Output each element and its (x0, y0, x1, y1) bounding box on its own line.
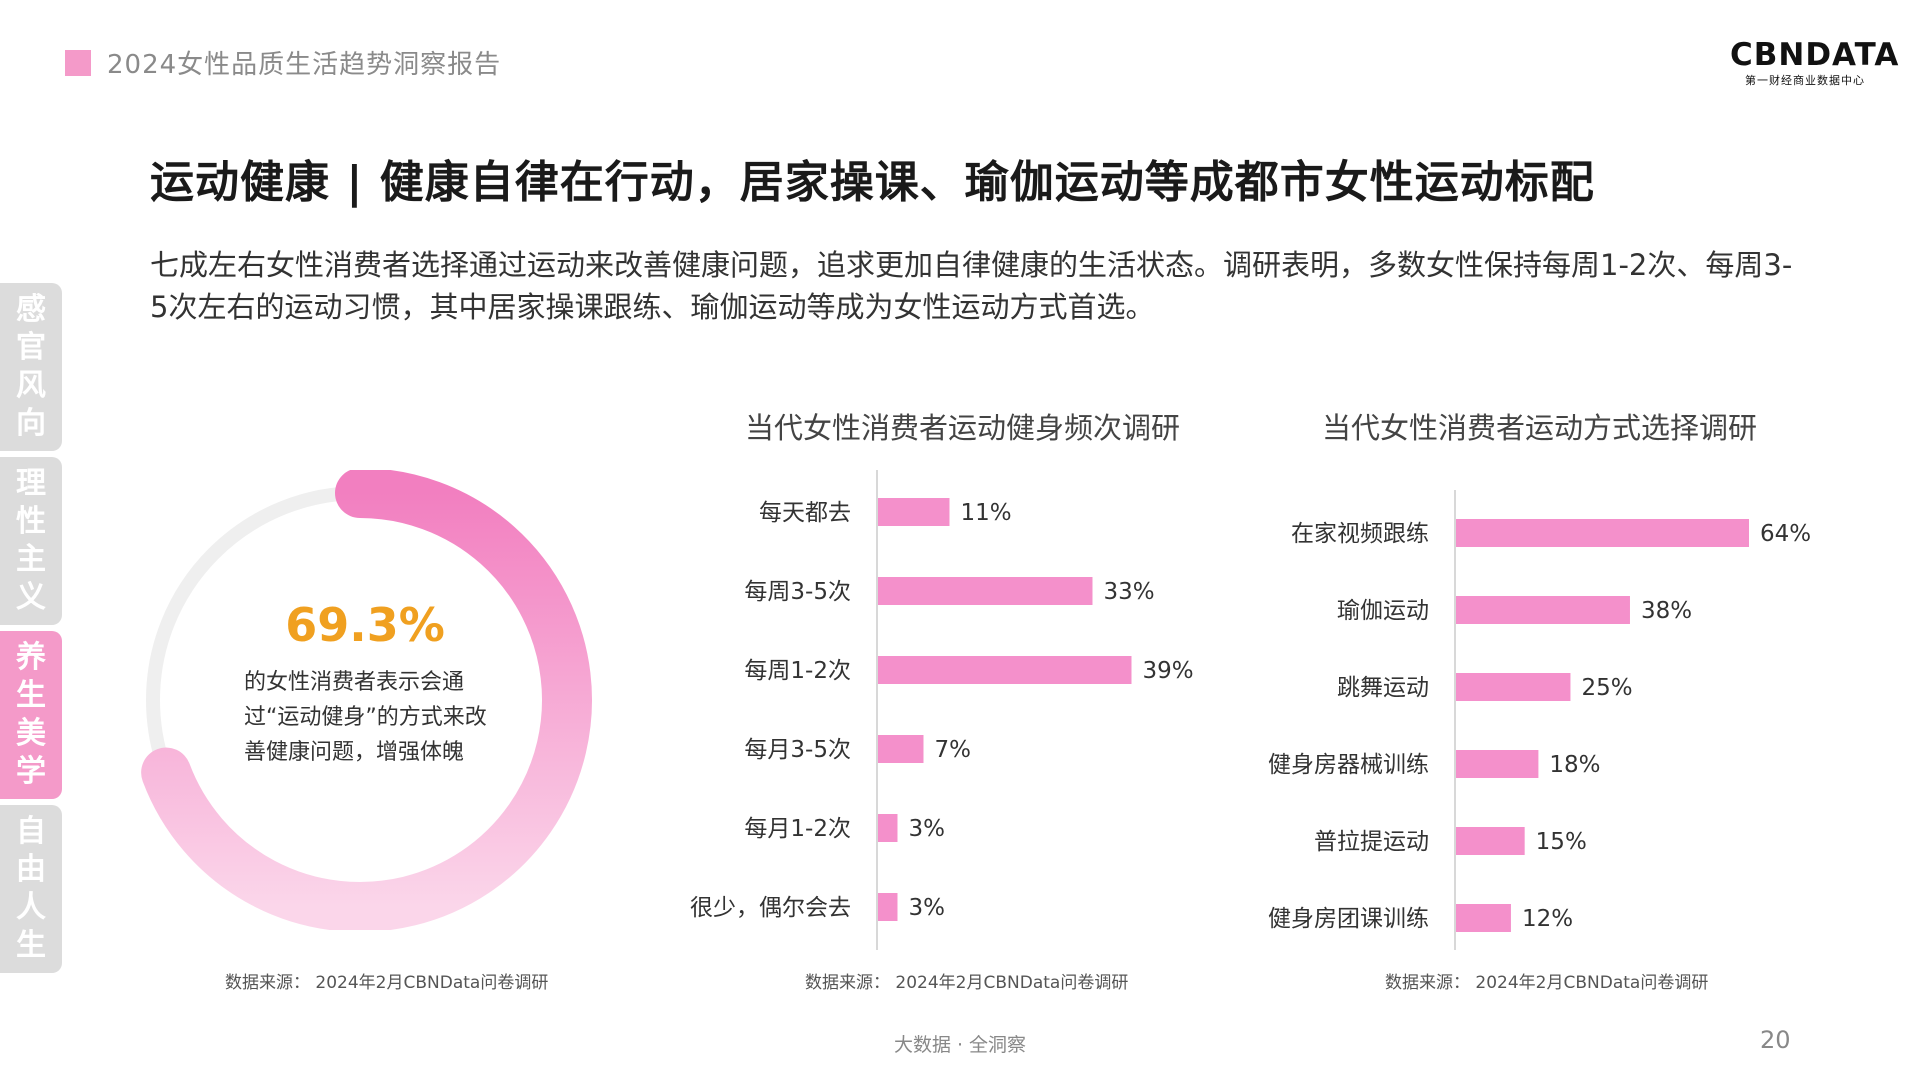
donut-value-arc (141, 470, 592, 930)
side-nav-char: 自 (16, 814, 46, 849)
bar-value-label: 3% (909, 895, 946, 921)
donut-source-note: 数据来源： 2024年2月CBNData问卷调研 (225, 973, 549, 993)
side-nav-tab-0[interactable]: 感官风向 (0, 283, 62, 451)
bar-value-label: 12% (1522, 906, 1573, 932)
bar-value-label: 11% (961, 500, 1012, 526)
bar (1456, 904, 1511, 932)
category-label: 每周3-5次 (744, 579, 851, 605)
side-nav-label: 养生美学 (16, 639, 46, 791)
category-label: 普拉提运动 (1314, 829, 1429, 855)
frequency-bar-chart: 每天都去 11% 每周3-5次 33% 每周1-2次 39% 每月3-5次 7% 每月1-2次 3… (690, 470, 1194, 950)
donut-description: 的女性消费者表示会通过“运动健身”的方式来改善健康问题，增强体魄 (244, 670, 487, 765)
side-nav-char: 生 (16, 928, 46, 963)
category-label: 每天都去 (759, 500, 851, 526)
side-nav-label: 感官风向 (16, 291, 46, 443)
side-nav-char: 理 (16, 466, 46, 501)
report-title: 2024女性品质生活趋势洞察报告 (107, 50, 502, 80)
side-nav-char: 学 (16, 754, 46, 789)
bar-value-label: 18% (1549, 752, 1600, 778)
category-label: 瑜伽运动 (1337, 598, 1429, 624)
page-number: 20 (1760, 1026, 1791, 1054)
bar-value-label: 64% (1760, 521, 1810, 547)
side-nav-char: 向 (16, 406, 46, 441)
method-bar-chart: 在家视频跟练 64% 瑜伽运动 38% 跳舞运动 25% 健身房器械训练 18% 普拉提运动 15… (1268, 490, 1810, 950)
bar (1456, 673, 1571, 701)
side-nav-char: 生 (16, 678, 46, 713)
logo-subtitle: 第一财经商业数据中心 (1745, 74, 1865, 87)
bar (878, 577, 1093, 605)
logo-wordmark: CBNDATA (1730, 37, 1900, 73)
side-nav-char: 美 (16, 716, 46, 751)
bar-value-label: 25% (1581, 675, 1632, 701)
category-label: 每月3-5次 (744, 737, 851, 763)
page-heading: 运动健康 | 健康自律在行动，居家操课、瑜伽运动等成都市女性运动标配 (150, 157, 1595, 208)
side-nav-char: 风 (16, 368, 46, 403)
side-nav-tab-2[interactable]: 养生美学 (0, 631, 62, 799)
frequency-source-note: 数据来源： 2024年2月CBNData问卷调研 (805, 973, 1129, 993)
side-nav-char: 养 (16, 640, 46, 675)
bar (1456, 827, 1525, 855)
side-nav-char: 主 (16, 542, 46, 577)
bar (878, 498, 950, 526)
category-label: 每周1-2次 (744, 658, 851, 684)
bar-value-label: 7% (935, 737, 972, 763)
chart-title-frequency: 当代女性消费者运动健身频次调研 (745, 411, 1181, 445)
side-nav: 感官风向 理性主义 养生美学 自由人生 (0, 283, 62, 979)
bar (878, 735, 924, 763)
side-nav-char: 义 (16, 580, 46, 615)
chart-title-method: 当代女性消费者运动方式选择调研 (1322, 411, 1758, 445)
bar (1456, 750, 1539, 778)
category-label: 跳舞运动 (1337, 675, 1429, 701)
bar (878, 656, 1132, 684)
side-nav-label: 理性主义 (16, 465, 46, 617)
side-nav-char: 人 (16, 890, 46, 925)
category-label: 很少，偶尔会去 (690, 895, 851, 921)
side-nav-char: 由 (16, 852, 46, 887)
header-accent-square (65, 50, 91, 76)
cbndata-logo: CBNDATA 第一财经商业数据中心 (1730, 37, 1900, 88)
side-nav-tab-1[interactable]: 理性主义 (0, 457, 62, 625)
bar-value-label: 39% (1143, 658, 1194, 684)
bar-value-label: 38% (1641, 598, 1692, 624)
category-label: 健身房团课训练 (1268, 906, 1429, 932)
bar (878, 814, 898, 842)
category-label: 健身房器械训练 (1268, 752, 1429, 778)
footer-slogan: 大数据 · 全洞察 (893, 1034, 1027, 1056)
side-nav-char: 感 (16, 292, 46, 327)
method-source-note: 数据来源： 2024年2月CBNData问卷调研 (1385, 973, 1709, 993)
side-nav-char: 性 (16, 504, 46, 539)
donut-value-label: 69.3% (285, 598, 445, 652)
donut-chart (141, 470, 592, 930)
bar (878, 893, 898, 921)
bar-value-label: 3% (909, 816, 946, 842)
category-label: 在家视频跟练 (1291, 521, 1429, 547)
side-nav-label: 自由人生 (16, 813, 46, 965)
bar (1456, 596, 1630, 624)
bar (1456, 519, 1749, 547)
bar-value-label: 15% (1536, 829, 1587, 855)
side-nav-char: 官 (16, 330, 46, 365)
side-nav-tab-3[interactable]: 自由人生 (0, 805, 62, 973)
bar-value-label: 33% (1104, 579, 1155, 605)
intro-paragraph: 七成左右女性消费者选择通过运动来改善健康问题，追求更加自律健康的生活状态。调研表… (150, 248, 1793, 324)
category-label: 每月1-2次 (744, 816, 851, 842)
